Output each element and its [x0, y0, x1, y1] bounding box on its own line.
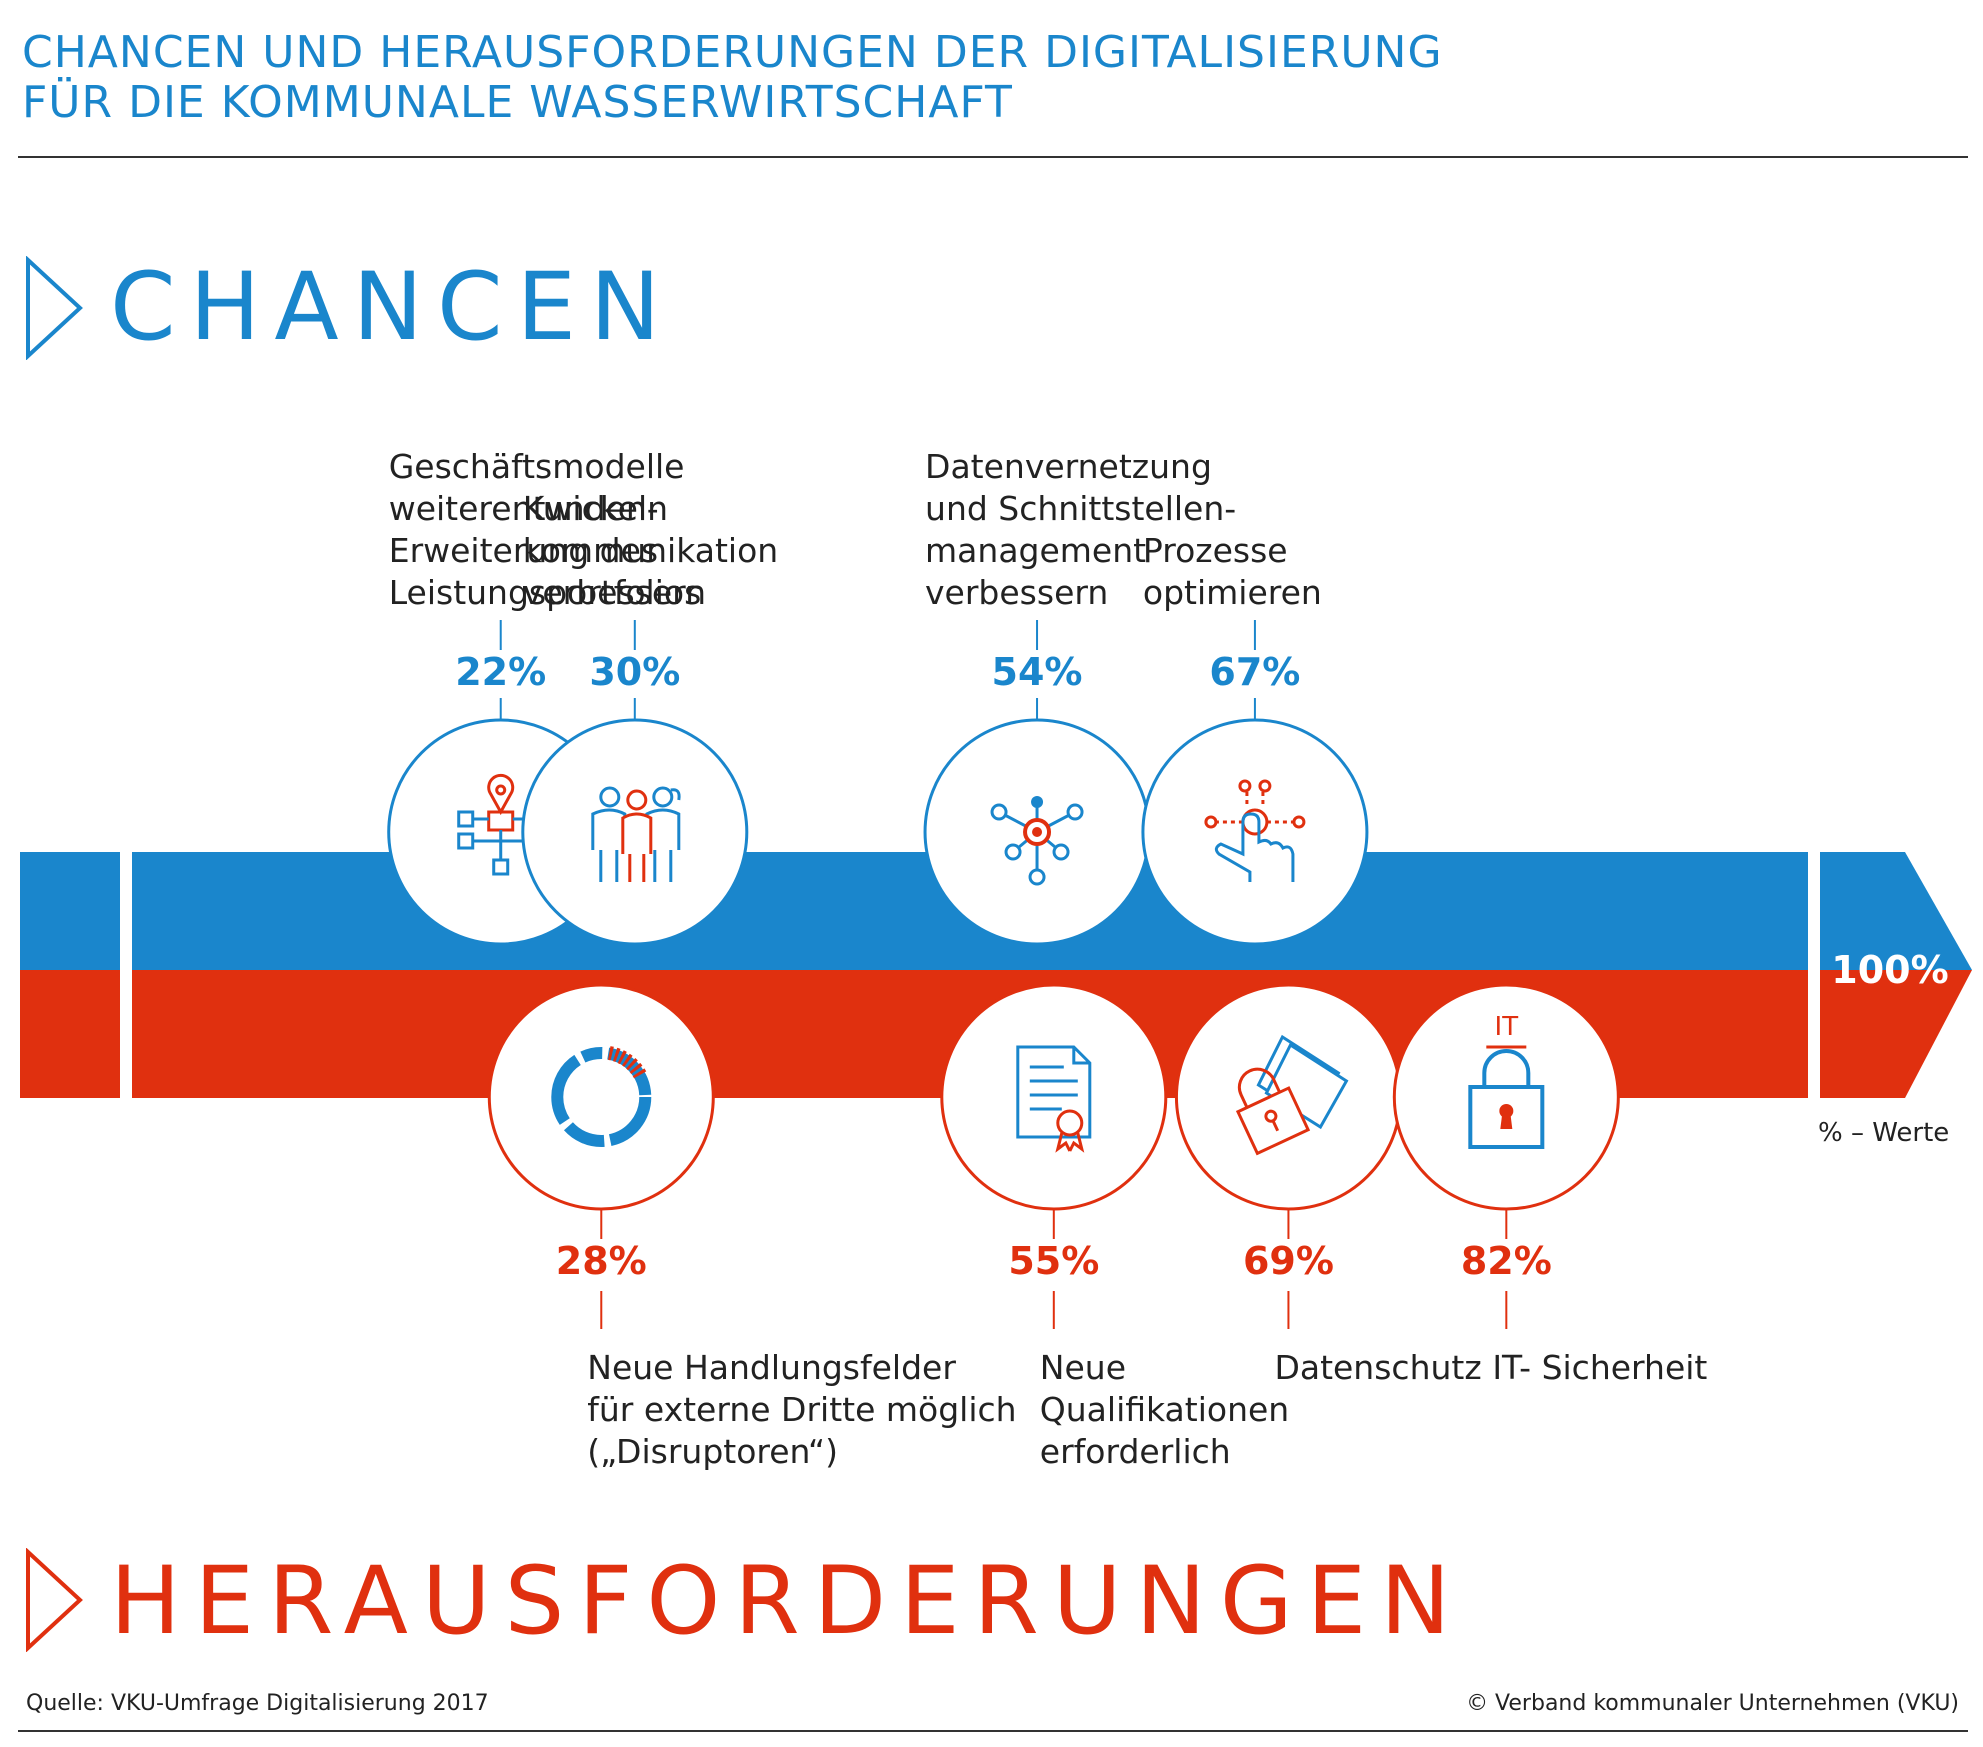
- category-label: Datenschutz: [1274, 1348, 1482, 1387]
- category-label: Qualifikationen: [1039, 1390, 1290, 1429]
- customers-icon: [591, 786, 681, 882]
- chancen-triangle-icon: [26, 256, 83, 360]
- business-model-icon: [457, 773, 547, 876]
- category-label: Neue: [1039, 1348, 1127, 1387]
- data-point-circle: [1392, 983, 1620, 1211]
- value-label: 69%: [1242, 1239, 1334, 1283]
- category-label: IT- Sicherheit: [1492, 1348, 1708, 1387]
- value-label: 82%: [1460, 1239, 1552, 1283]
- herausforderungen-bar-stub: [20, 970, 120, 1098]
- category-label: optimieren: [1142, 573, 1322, 612]
- category-label: erforderlich: [1039, 1432, 1231, 1471]
- category-label: Geschäftsmodelle: [388, 447, 685, 486]
- category-label: und Schnittstellen-: [925, 489, 1237, 528]
- title-line-1: CHANCEN UND HERAUSFORDERUNGEN DER DIGITA…: [22, 27, 1443, 78]
- value-label: 28%: [555, 1239, 647, 1283]
- category-label: verbessern: [925, 573, 1109, 612]
- title-line-2: FÜR DIE KOMMUNALE WASSERWIRTSCHAFT: [22, 77, 1013, 128]
- data-point-circle: [940, 983, 1168, 1211]
- unit-note: % – Werte: [1818, 1118, 1950, 1148]
- herausforderungen-arrow-head: [1820, 970, 1972, 1098]
- category-label: Prozesse: [1142, 531, 1288, 570]
- category-label: Neue Handlungsfelder: [587, 1348, 956, 1387]
- network-icon: [990, 796, 1084, 886]
- source-note: Quelle: VKU-Umfrage Digitalisierung 2017: [26, 1691, 489, 1716]
- value-label: 67%: [1209, 650, 1301, 694]
- category-label: Datenvernetzung: [925, 447, 1212, 486]
- page-title: CHANCEN UND HERAUSFORDERUNGEN DER DIGITA…: [22, 28, 1443, 128]
- category-label: verbessern: [522, 573, 707, 612]
- section-title-chancen: CHANCEN: [110, 253, 675, 362]
- footer-divider: [18, 1730, 1968, 1732]
- max-value-label: 100%: [1831, 948, 1948, 992]
- value-label: 54%: [991, 650, 1083, 694]
- section-title-herausforderungen: HERAUSFORDERUNGEN: [110, 1547, 1465, 1656]
- touch-process-icon: [1204, 779, 1306, 882]
- header-divider: [18, 156, 1968, 158]
- data-point-circle: [1141, 718, 1369, 946]
- value-label: 30%: [589, 650, 681, 694]
- category-label: Erweiterung des: [388, 531, 659, 570]
- chancen-arrow-head: [1820, 852, 1972, 970]
- it-lock-icon: IT: [1468, 1012, 1545, 1149]
- certificate-icon: [1016, 1045, 1092, 1153]
- category-label: Leistungsportfolios: [388, 573, 702, 612]
- category-label: für externe Dritte möglich: [587, 1390, 1017, 1429]
- it-text: IT: [1495, 1012, 1519, 1042]
- herausforderungen-triangle-icon: [26, 1548, 83, 1652]
- category-label: management: [925, 531, 1147, 570]
- category-label: („Disruptoren“): [587, 1432, 839, 1471]
- data-lock-icon: [1235, 1034, 1349, 1156]
- category-label: Kunden-: [522, 489, 659, 528]
- copyright-note: © Verband kommunaler Unternehmen (VKU): [1466, 1691, 1959, 1716]
- value-label: 55%: [1008, 1239, 1100, 1283]
- value-label: 22%: [455, 650, 547, 694]
- category-label: weiterentwickeln: [388, 489, 669, 528]
- category-label: kommunikation: [522, 531, 779, 570]
- chancen-bar-stub: [20, 852, 120, 970]
- disruption-ring-icon: [551, 1046, 652, 1147]
